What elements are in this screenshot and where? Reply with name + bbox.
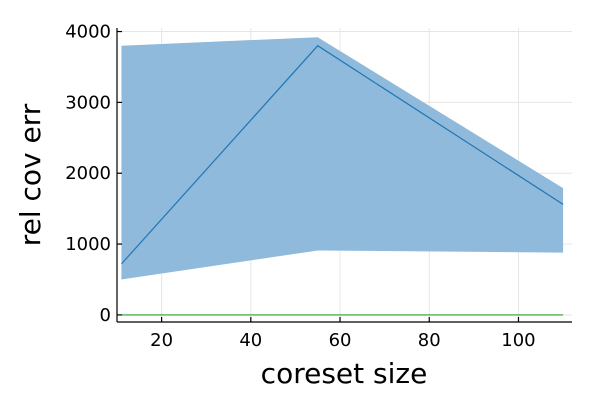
mean-line <box>121 44 564 265</box>
x-tick-label: 20 <box>150 330 173 351</box>
y-tick-label: 4000 <box>65 22 111 43</box>
confidence-band <box>121 37 564 280</box>
x-tick-label: 80 <box>418 330 441 351</box>
y-tick-label: 1000 <box>65 234 111 255</box>
y-tick-label: 3000 <box>65 92 111 113</box>
x-axis-title: coreset size <box>261 357 428 390</box>
line-layer <box>121 44 564 316</box>
x-tick-label: 100 <box>501 330 535 351</box>
confidence-band-layer <box>121 37 564 280</box>
axes <box>116 28 572 323</box>
x-tick-label: 40 <box>239 330 262 351</box>
y-tick-label: 0 <box>100 305 111 326</box>
y-tick-label: 2000 <box>65 163 111 184</box>
y-axis-title: rel cov err <box>14 103 47 246</box>
x-tick-label: 60 <box>329 330 352 351</box>
